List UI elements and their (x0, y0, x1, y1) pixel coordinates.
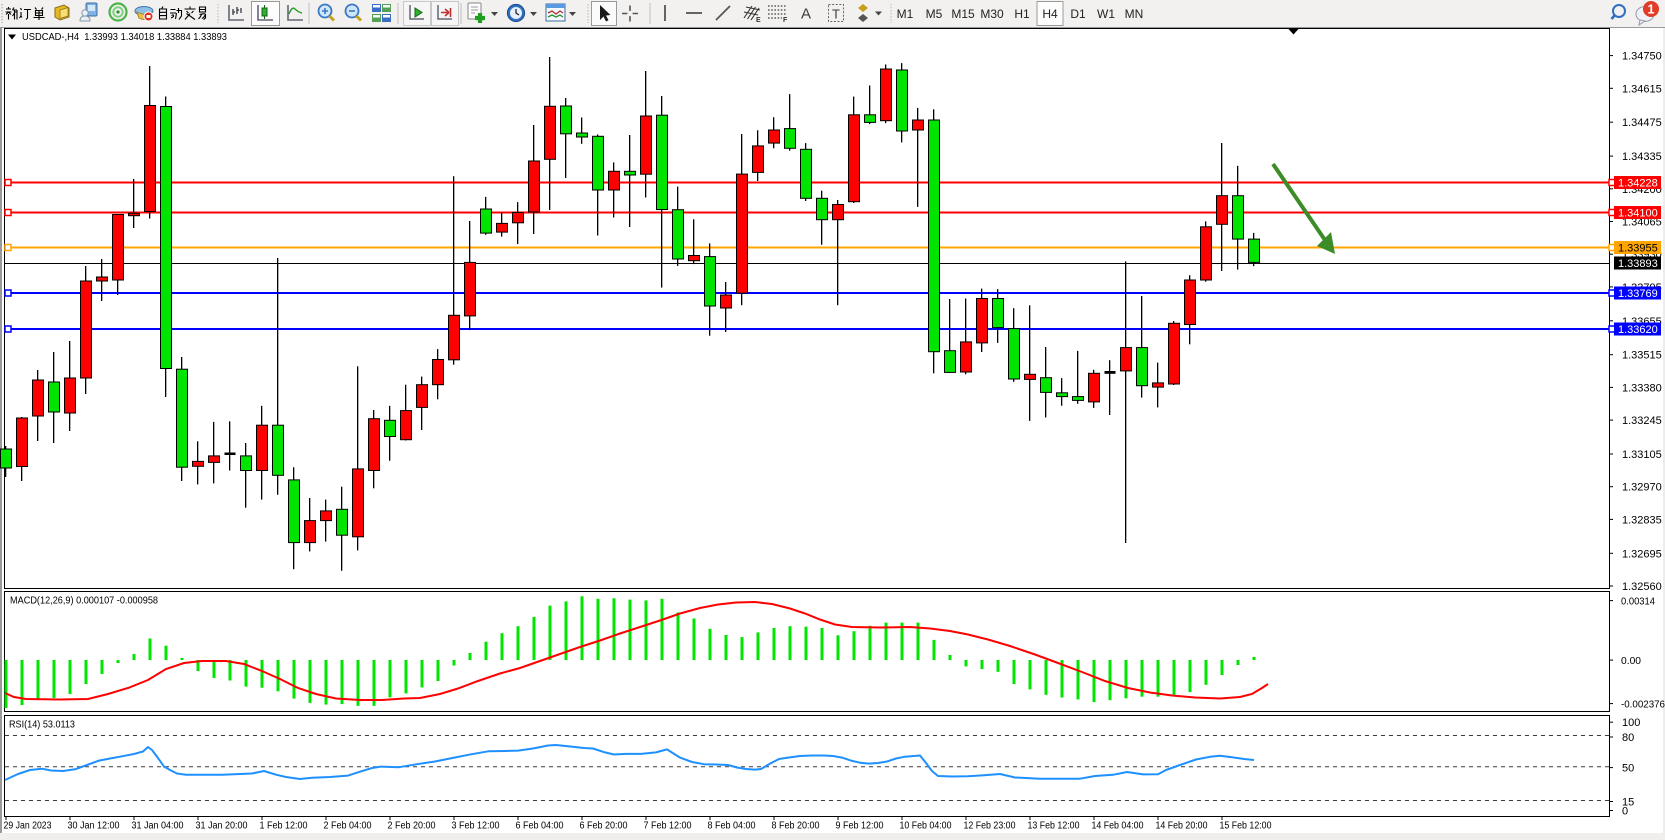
svg-text:30 Jan 12:00: 30 Jan 12:00 (68, 821, 120, 832)
svg-text:6 Feb 04:00: 6 Feb 04:00 (516, 821, 564, 832)
svg-text:14 Feb 20:00: 14 Feb 20:00 (1156, 821, 1208, 832)
svg-text:-0.002376: -0.002376 (1621, 699, 1665, 711)
svg-text:31 Jan 20:00: 31 Jan 20:00 (196, 821, 248, 832)
svg-text:8 Feb 04:00: 8 Feb 04:00 (708, 821, 756, 832)
svg-text:1 Feb 12:00: 1 Feb 12:00 (260, 821, 308, 832)
svg-text:15 Feb 12:00: 15 Feb 12:00 (1220, 821, 1272, 832)
svg-text:1.34100: 1.34100 (1618, 208, 1658, 220)
svg-text:80: 80 (1622, 732, 1634, 744)
svg-text:1.34228: 1.34228 (1618, 178, 1658, 190)
svg-text:1.32560: 1.32560 (1622, 581, 1662, 593)
svg-text:T: T (832, 7, 840, 22)
svg-text:RSI(14) 53.0113: RSI(14) 53.0113 (9, 719, 75, 731)
svg-text:1.33769: 1.33769 (1618, 288, 1658, 300)
svg-text:H1: H1 (1014, 7, 1030, 21)
svg-text:8 Feb 20:00: 8 Feb 20:00 (772, 821, 820, 832)
svg-text:0.00: 0.00 (1621, 655, 1641, 667)
svg-text:1.33893: 1.33893 (1618, 258, 1658, 270)
svg-text:H4: H4 (1042, 7, 1058, 21)
svg-text:1.33105: 1.33105 (1622, 449, 1662, 461)
svg-text:0: 0 (1622, 806, 1628, 818)
svg-text:2 Feb 20:00: 2 Feb 20:00 (388, 821, 436, 832)
svg-text:1.33620: 1.33620 (1618, 324, 1658, 336)
svg-text:A: A (801, 6, 811, 23)
svg-text:1.33245: 1.33245 (1622, 415, 1662, 427)
svg-text:F: F (783, 17, 788, 24)
svg-text:1.34615: 1.34615 (1622, 83, 1662, 95)
svg-text:W1: W1 (1097, 7, 1115, 21)
svg-text:29 Jan 2023: 29 Jan 2023 (4, 821, 52, 832)
svg-text:1.32970: 1.32970 (1622, 482, 1662, 494)
svg-text:15: 15 (1622, 797, 1634, 809)
svg-text:10 Feb 04:00: 10 Feb 04:00 (900, 821, 952, 832)
svg-text:14 Feb 04:00: 14 Feb 04:00 (1092, 821, 1144, 832)
svg-text:13 Feb 12:00: 13 Feb 12:00 (1028, 821, 1080, 832)
svg-text:1.33955: 1.33955 (1618, 243, 1658, 255)
svg-text:E: E (756, 17, 761, 24)
svg-text:M5: M5 (926, 7, 943, 21)
svg-text:M15: M15 (951, 7, 975, 21)
svg-text:0.00314: 0.00314 (1621, 596, 1655, 608)
svg-text:D1: D1 (1070, 7, 1086, 21)
svg-text:1.32695: 1.32695 (1622, 548, 1662, 560)
svg-text:1.33380: 1.33380 (1622, 382, 1662, 394)
svg-text:2 Feb 04:00: 2 Feb 04:00 (324, 821, 372, 832)
svg-text:MN: MN (1125, 7, 1144, 21)
svg-text:9 Feb 12:00: 9 Feb 12:00 (836, 821, 884, 832)
svg-text:1: 1 (1648, 3, 1655, 17)
svg-text:USDCAD-,H4 1.33993 1.34018 1.: USDCAD-,H4 1.33993 1.34018 1.33884 1.338… (22, 31, 227, 43)
svg-text:M30: M30 (980, 7, 1004, 21)
svg-text:50: 50 (1622, 763, 1634, 775)
svg-text:100: 100 (1622, 717, 1640, 729)
svg-text:MACD(12,26,9) 0.000107 -0.0009: MACD(12,26,9) 0.000107 -0.000958 (10, 595, 158, 607)
svg-text:1.34065: 1.34065 (1622, 217, 1662, 229)
svg-text:7 Feb 12:00: 7 Feb 12:00 (644, 821, 692, 832)
svg-text:1.34335: 1.34335 (1622, 151, 1662, 163)
svg-text:1.34475: 1.34475 (1622, 117, 1662, 129)
svg-text:1.33515: 1.33515 (1622, 350, 1662, 362)
svg-text:1.34750: 1.34750 (1622, 51, 1662, 63)
svg-text:M1: M1 (897, 7, 914, 21)
svg-text:3 Feb 12:00: 3 Feb 12:00 (452, 821, 500, 832)
svg-text:1.32835: 1.32835 (1622, 514, 1662, 526)
svg-text:12 Feb 23:00: 12 Feb 23:00 (964, 821, 1016, 832)
svg-text:6 Feb 20:00: 6 Feb 20:00 (580, 821, 628, 832)
svg-text:31 Jan 04:00: 31 Jan 04:00 (132, 821, 184, 832)
